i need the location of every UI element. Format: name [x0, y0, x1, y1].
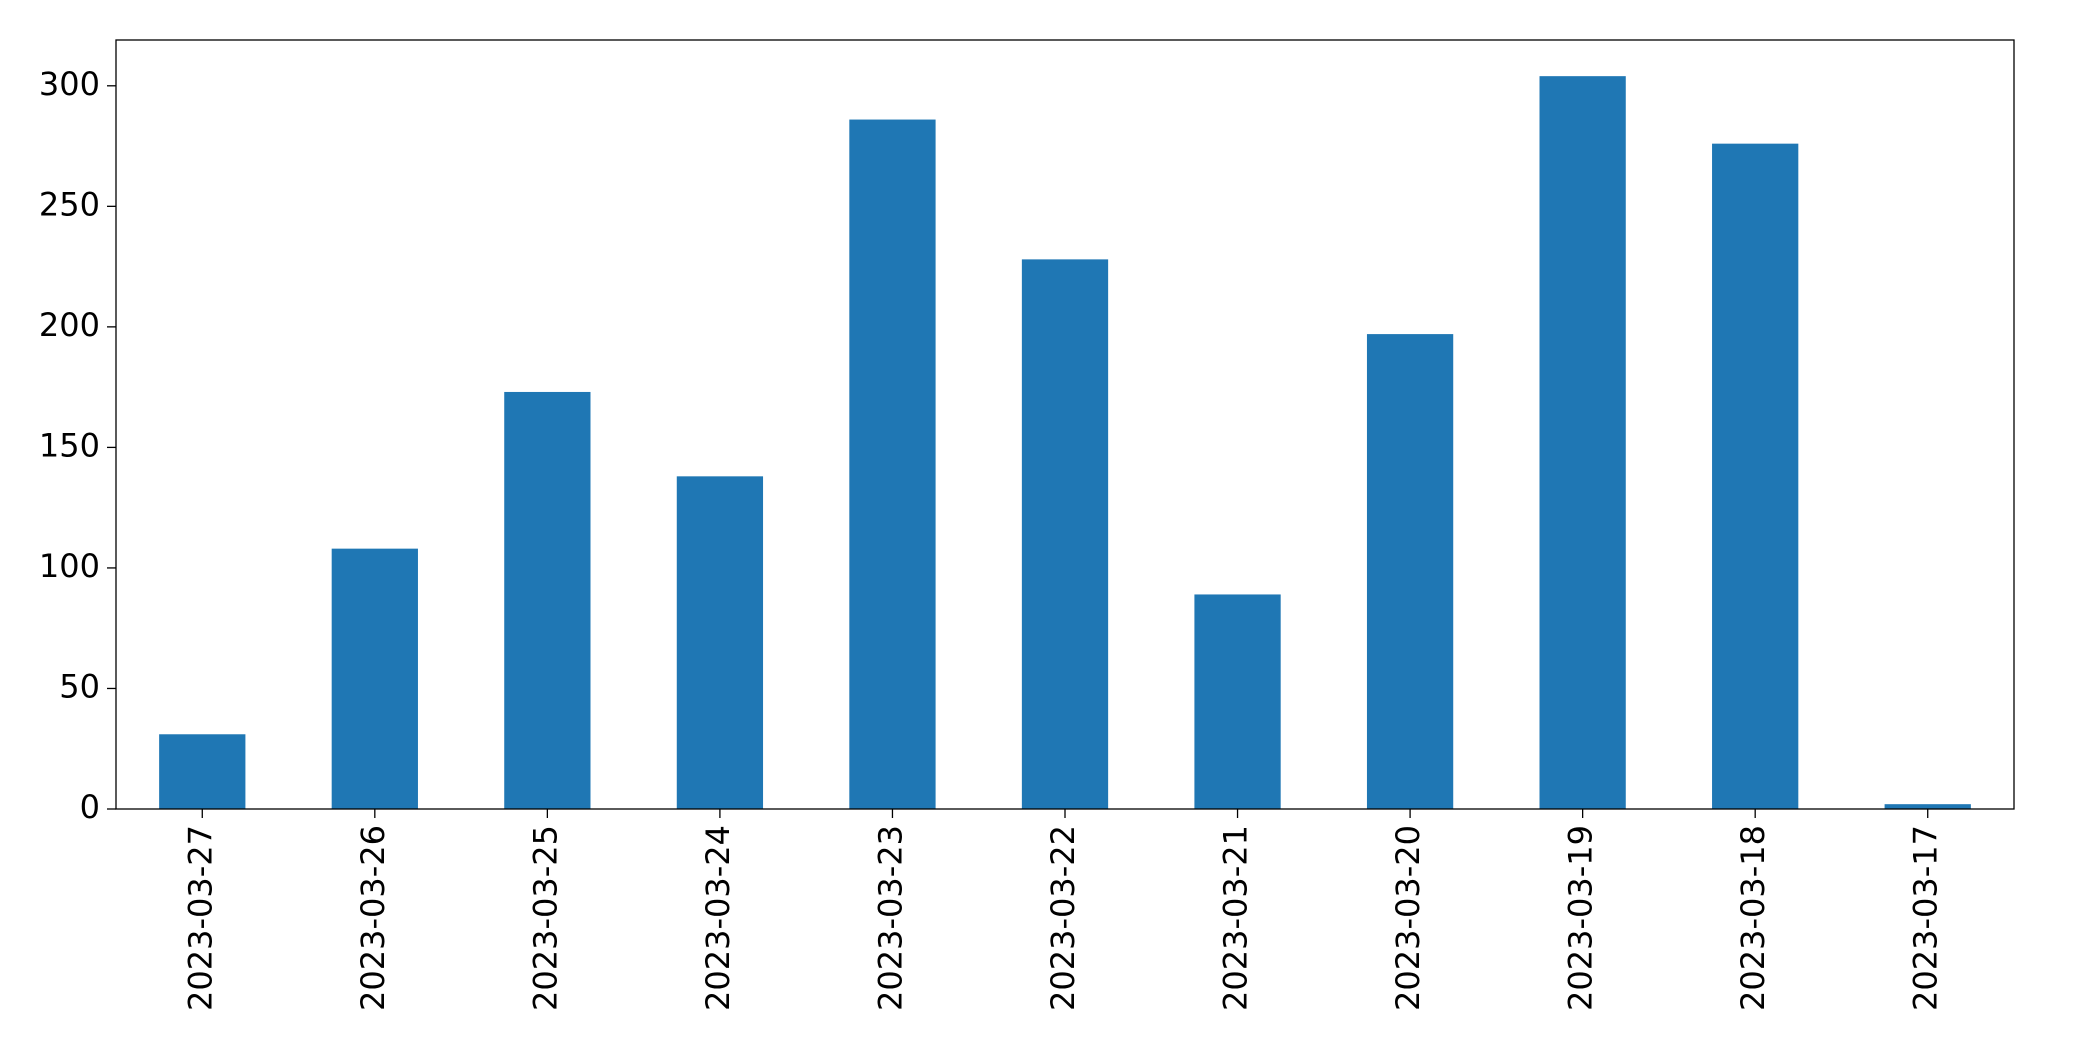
bar	[849, 119, 936, 809]
x-tick-label: 2023-03-21	[1217, 825, 1255, 1011]
bar	[331, 548, 418, 809]
bar	[1884, 804, 1971, 809]
x-tick-label: 2023-03-27	[181, 825, 219, 1011]
y-tick-label: 200	[39, 306, 100, 344]
y-tick-label: 0	[80, 788, 100, 826]
plot-frame	[115, 39, 2015, 810]
bar	[1712, 143, 1799, 809]
y-tick-label: 50	[59, 667, 100, 705]
bar	[1021, 259, 1109, 810]
bar	[159, 734, 246, 809]
y-tick-label: 250	[39, 185, 100, 223]
x-tick-label: 2023-03-20	[1389, 825, 1427, 1011]
bar	[676, 476, 764, 809]
x-tick-label: 2023-03-23	[871, 825, 909, 1011]
bar	[1539, 76, 1626, 810]
x-tick-label: 2023-03-18	[1734, 825, 1772, 1011]
y-tick-label: 100	[39, 547, 100, 585]
bar	[1194, 594, 1281, 809]
x-tick-label: 2023-03-24	[699, 825, 737, 1011]
bar	[1366, 334, 1454, 809]
x-tick-label: 2023-03-26	[354, 825, 392, 1011]
x-tick-label: 2023-03-17	[1907, 825, 1945, 1011]
y-tick-label: 150	[39, 426, 100, 464]
bar	[504, 391, 591, 809]
x-tick-label: 2023-03-22	[1044, 825, 1082, 1011]
x-tick-label: 2023-03-25	[526, 825, 564, 1011]
x-tick-label: 2023-03-19	[1562, 825, 1600, 1011]
y-tick-label: 300	[39, 65, 100, 103]
